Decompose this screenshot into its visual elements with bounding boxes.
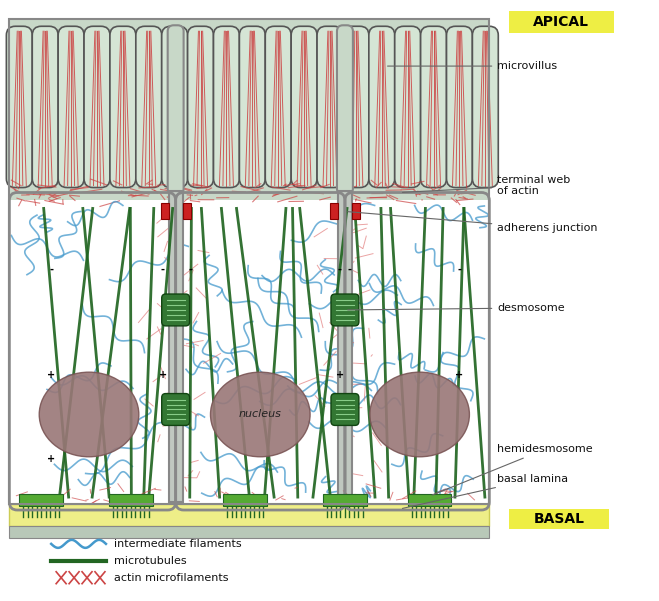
Bar [109, 494, 153, 506]
Bar [9, 201, 490, 504]
FancyBboxPatch shape [84, 26, 110, 188]
Text: -: - [457, 265, 461, 275]
Text: +: + [47, 370, 55, 380]
Text: intermediate filaments: intermediate filaments [114, 539, 242, 549]
FancyBboxPatch shape [395, 26, 420, 188]
Bar [223, 494, 268, 506]
Bar [509, 509, 609, 529]
Text: -: - [49, 265, 53, 275]
FancyBboxPatch shape [167, 25, 184, 195]
Text: +: + [455, 370, 463, 380]
Bar [9, 19, 490, 504]
FancyBboxPatch shape [291, 26, 317, 188]
Bar [161, 204, 169, 219]
Bar [169, 191, 183, 502]
Text: actin microfilaments: actin microfilaments [114, 573, 229, 583]
Text: microtubules: microtubules [114, 556, 186, 566]
Ellipse shape [40, 372, 139, 457]
Text: -: - [161, 265, 165, 275]
Text: +: + [47, 454, 55, 464]
FancyBboxPatch shape [317, 26, 343, 188]
FancyBboxPatch shape [266, 26, 291, 188]
Text: -: - [338, 265, 342, 275]
FancyBboxPatch shape [239, 26, 266, 188]
Text: -: - [348, 265, 352, 275]
FancyBboxPatch shape [214, 26, 239, 188]
Text: +: + [159, 370, 167, 380]
FancyBboxPatch shape [337, 25, 353, 195]
Bar [509, 11, 614, 33]
Bar [338, 191, 352, 502]
Text: adherens junction: adherens junction [348, 212, 598, 233]
FancyBboxPatch shape [58, 26, 84, 188]
FancyBboxPatch shape [7, 26, 32, 188]
FancyBboxPatch shape [447, 26, 473, 188]
Text: microvillus: microvillus [387, 61, 558, 71]
FancyBboxPatch shape [420, 26, 447, 188]
FancyBboxPatch shape [32, 26, 58, 188]
Text: -: - [188, 265, 192, 275]
Text: desmosome: desmosome [348, 303, 565, 313]
FancyBboxPatch shape [161, 294, 190, 326]
FancyBboxPatch shape [136, 26, 161, 188]
FancyBboxPatch shape [343, 26, 369, 188]
Ellipse shape [210, 372, 310, 457]
Text: BASAL: BASAL [534, 512, 585, 526]
Bar [9, 504, 490, 526]
Bar [9, 19, 490, 201]
Bar [352, 204, 360, 219]
FancyBboxPatch shape [161, 26, 188, 188]
Text: basal lamina: basal lamina [403, 474, 569, 508]
FancyBboxPatch shape [188, 26, 214, 188]
Bar [408, 494, 451, 506]
Bar [323, 494, 367, 506]
FancyBboxPatch shape [110, 26, 136, 188]
Bar [330, 204, 338, 219]
Text: nucleus: nucleus [239, 409, 282, 419]
FancyBboxPatch shape [161, 394, 190, 426]
Text: terminal web
of actin: terminal web of actin [403, 175, 571, 197]
FancyBboxPatch shape [473, 26, 498, 188]
Bar [19, 494, 63, 506]
FancyBboxPatch shape [369, 26, 395, 188]
Text: hemidesmosome: hemidesmosome [432, 444, 593, 495]
Bar [9, 526, 490, 538]
FancyBboxPatch shape [331, 394, 359, 426]
FancyBboxPatch shape [331, 294, 359, 326]
Ellipse shape [370, 372, 469, 457]
Text: APICAL: APICAL [533, 15, 589, 29]
Text: +: + [336, 370, 344, 380]
Bar [183, 204, 190, 219]
